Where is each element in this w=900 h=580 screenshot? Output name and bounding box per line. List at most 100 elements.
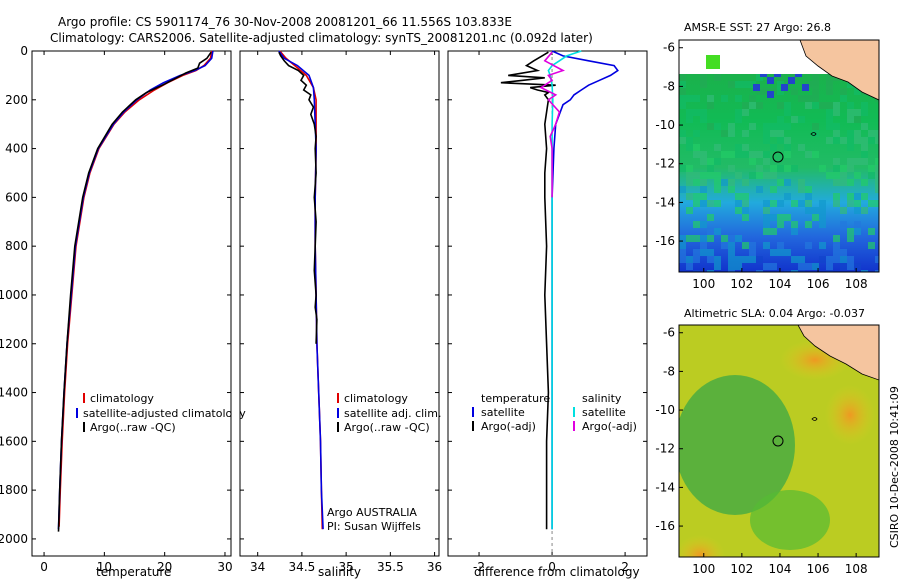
sst-pixel [742,81,749,88]
sst-pixel [770,144,777,151]
sst-pixel [847,263,854,270]
sst-pixel [840,88,847,95]
sst-pixel [861,102,868,109]
sla-argo-marker [772,435,784,447]
sst-pixel [854,88,861,95]
sst-pixel [700,151,707,158]
sst-pixel [693,109,700,116]
temperature-ytick-label: 1800 [0,483,28,497]
sst-pixel [693,144,700,151]
sst-pixel [777,130,784,137]
temperature-xtick-label: 20 [157,560,172,574]
sst_map-xtick-label: 102 [730,277,753,291]
sst-pixel [833,109,840,116]
sst-pixel [826,256,833,263]
sst-pixel [833,158,840,165]
sst-pixel [781,84,788,91]
sst-pixel [868,242,875,249]
sst-pixel [784,270,791,272]
sst-pixel [826,116,833,123]
sst-pixel [819,200,826,207]
sst-pixel [861,193,868,200]
sst-pixel [700,249,707,256]
sst-pixel [840,165,847,172]
temperature-ytick-label: 600 [5,190,28,204]
sst-pixel [679,74,686,81]
sst-pixel [756,151,763,158]
sst-pixel [847,109,854,116]
sst_map-ytick-label: -6 [663,41,675,55]
sst-pixel [763,200,770,207]
sst-pixel [847,158,854,165]
legend-label-climatology: climatology [90,392,154,405]
sst-pixel [742,109,749,116]
diff-legend-sal-argo: Argo(-adj) [582,420,637,433]
sst-pixel [749,151,756,158]
sst-pixel [728,270,735,272]
diff-legend-sal-satellite: satellite [582,406,626,419]
sst-pixel [805,102,812,109]
sst-pixel [707,270,714,272]
sst-pixel [840,256,847,263]
sal-legend-label-argo: Argo(..raw -QC) [344,421,430,434]
sst-pixel [770,214,777,221]
sla-map: Altimetric SLA: 0.04 Argo: -0.037 [678,307,880,558]
sst-pixel [700,109,707,116]
sst-pixel [742,179,749,186]
sst-pixel [679,256,686,263]
sst-pixel [749,123,756,130]
salinity-xtick-label: 34 [250,560,265,574]
sst-pixel [693,256,700,263]
sst-pixel [854,200,861,207]
salinity-plot-marks: 34 34.5 35 35.5 36 [240,50,442,574]
sst-pixel [728,151,735,158]
sst-pixel [679,88,686,95]
sst-pixel [693,200,700,207]
sst-pixel [693,193,700,200]
sla-island-christmas [811,417,818,421]
sst-pixel [791,116,798,123]
sst-pixel [763,242,770,249]
sla-low-center [679,375,795,515]
sst-pixel [770,172,777,179]
sst-pixel [767,77,774,84]
temperature-xtick-label: 30 [217,560,232,574]
sst-pixel [728,256,735,263]
sst-pixel [868,228,875,235]
sst-pixel [868,165,875,172]
sst-pixel [777,74,784,81]
sst-pixel [798,179,805,186]
sst-pixel [763,88,770,95]
sst-pixel [735,109,742,116]
sst-pixel [833,179,840,186]
sst-pixel [721,179,728,186]
sst-pixel [707,228,714,235]
sst-pixel [756,270,763,272]
sst-pixel [763,137,770,144]
sst-pixel [728,249,735,256]
sst-pixel [700,235,707,242]
sst-pixel [812,81,819,88]
sst-pixel [784,193,791,200]
sst-pixel [805,151,812,158]
sst-frame [678,39,880,273]
sla_map-axes: 100 102 104 106 108 -6 -8 -10 -12 -14 -16 [655,326,867,576]
difference-legend: temperature satellite Argo(-adj) salinit… [472,392,637,433]
sst-pixel [861,123,868,130]
sst-pixel [791,256,798,263]
sst-pixel [693,221,700,228]
sst-pixel [707,200,714,207]
sst-pixel [798,95,805,102]
sst-pixel [742,151,749,158]
sst-pixel [861,270,868,272]
sst-pixel [735,263,742,270]
sst-pixel [826,74,833,81]
legend-label-satellite-adjusted: satellite-adjusted climatology [83,407,246,420]
sst-pixel [833,102,840,109]
difference-xlabel: difference from climatology [474,565,640,579]
temperature-ytick-label: 1000 [0,288,28,302]
sst_map-xtick-label: 108 [845,277,868,291]
sst-pixel [749,102,756,109]
sst-pixel [861,144,868,151]
temperature-ytick-label: 1200 [0,337,28,351]
